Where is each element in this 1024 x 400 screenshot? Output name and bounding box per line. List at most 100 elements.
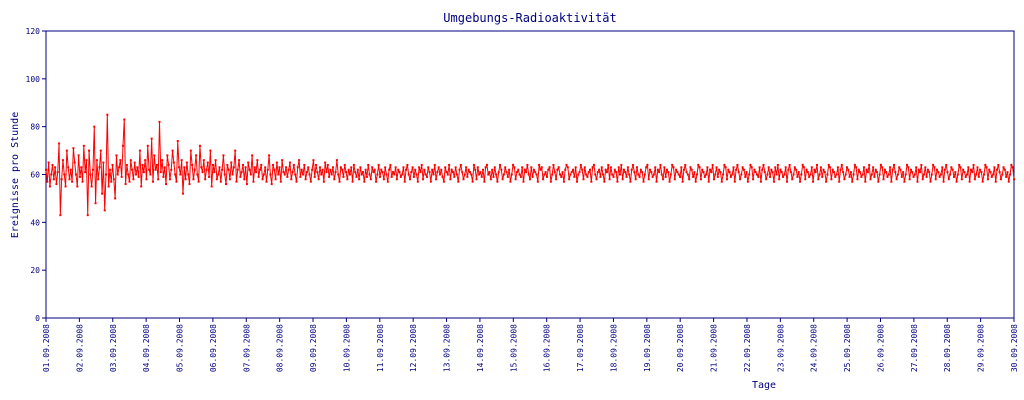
data-point (681, 180, 684, 183)
data-point (454, 166, 457, 169)
data-point (819, 166, 822, 169)
data-point (298, 159, 301, 162)
data-point (814, 171, 817, 174)
data-point (873, 175, 876, 178)
data-point (290, 178, 293, 181)
data-point (329, 168, 332, 171)
data-point (621, 178, 624, 181)
data-point (709, 168, 712, 171)
x-axis-label: Tage (752, 380, 776, 391)
data-point (572, 168, 575, 171)
data-point (575, 180, 578, 183)
data-point (564, 168, 567, 171)
data-point (997, 163, 1000, 166)
data-point (115, 154, 118, 157)
data-point (291, 171, 294, 174)
data-point (711, 163, 714, 166)
data-point (325, 171, 328, 174)
data-point (94, 202, 97, 205)
data-point (465, 166, 468, 169)
data-point (1009, 173, 1012, 176)
data-point (188, 183, 191, 186)
data-point (73, 161, 76, 164)
data-point (635, 166, 638, 169)
data-point (543, 173, 546, 176)
x-tick-label: 24.09.2008 (810, 324, 819, 372)
data-point (662, 178, 665, 181)
data-point (108, 168, 111, 171)
data-point (90, 185, 93, 188)
data-point (274, 178, 277, 181)
data-point (853, 163, 856, 166)
data-point (91, 168, 94, 171)
data-point (432, 173, 435, 176)
data-point (792, 173, 795, 176)
data-point (733, 180, 736, 183)
data-point (522, 180, 525, 183)
data-point (750, 166, 753, 169)
data-point (782, 175, 785, 178)
data-point (702, 171, 705, 174)
data-point (630, 168, 633, 171)
data-point (679, 175, 682, 178)
data-point (596, 171, 599, 174)
data-point (758, 166, 761, 169)
data-point (655, 180, 658, 183)
data-point (121, 144, 124, 147)
data-point (376, 173, 379, 176)
data-point (963, 171, 966, 174)
data-point (862, 166, 865, 169)
data-point (548, 166, 551, 169)
data-point (551, 173, 554, 176)
data-point (825, 180, 828, 183)
data-point (64, 185, 67, 188)
data-point (962, 168, 965, 171)
data-point (930, 173, 933, 176)
data-point (480, 175, 483, 178)
data-point (600, 166, 603, 169)
data-point (772, 180, 775, 183)
data-point (838, 180, 841, 183)
x-tick-label: 08.09.2008 (276, 324, 285, 372)
data-point (179, 173, 182, 176)
data-point (685, 171, 688, 174)
data-point (780, 171, 783, 174)
data-point (745, 171, 748, 174)
data-point (278, 166, 281, 169)
data-point (771, 171, 774, 174)
data-point (360, 173, 363, 176)
data-point (846, 166, 849, 169)
data-point (402, 166, 405, 169)
data-point (839, 168, 842, 171)
data-point (369, 178, 372, 181)
data-point (784, 166, 787, 169)
data-point (265, 180, 268, 183)
data-point (823, 171, 826, 174)
data-point (487, 173, 490, 176)
data-point (946, 171, 949, 174)
data-point (168, 178, 171, 181)
data-point (504, 166, 507, 169)
data-point (78, 175, 81, 178)
data-point (381, 171, 384, 174)
data-point (67, 166, 70, 169)
data-point (594, 173, 597, 176)
data-point (539, 168, 542, 171)
data-point (582, 178, 585, 181)
data-point (680, 166, 683, 169)
data-point (209, 149, 212, 152)
data-point (478, 173, 481, 176)
data-point (954, 171, 957, 174)
data-point (158, 120, 161, 123)
data-point (390, 175, 393, 178)
data-point (536, 180, 539, 183)
data-point (968, 180, 971, 183)
data-point (510, 173, 513, 176)
data-point (899, 168, 902, 171)
data-point (725, 178, 728, 181)
data-point (535, 173, 538, 176)
data-point (890, 180, 893, 183)
data-point (647, 178, 650, 181)
data-point (107, 185, 110, 188)
